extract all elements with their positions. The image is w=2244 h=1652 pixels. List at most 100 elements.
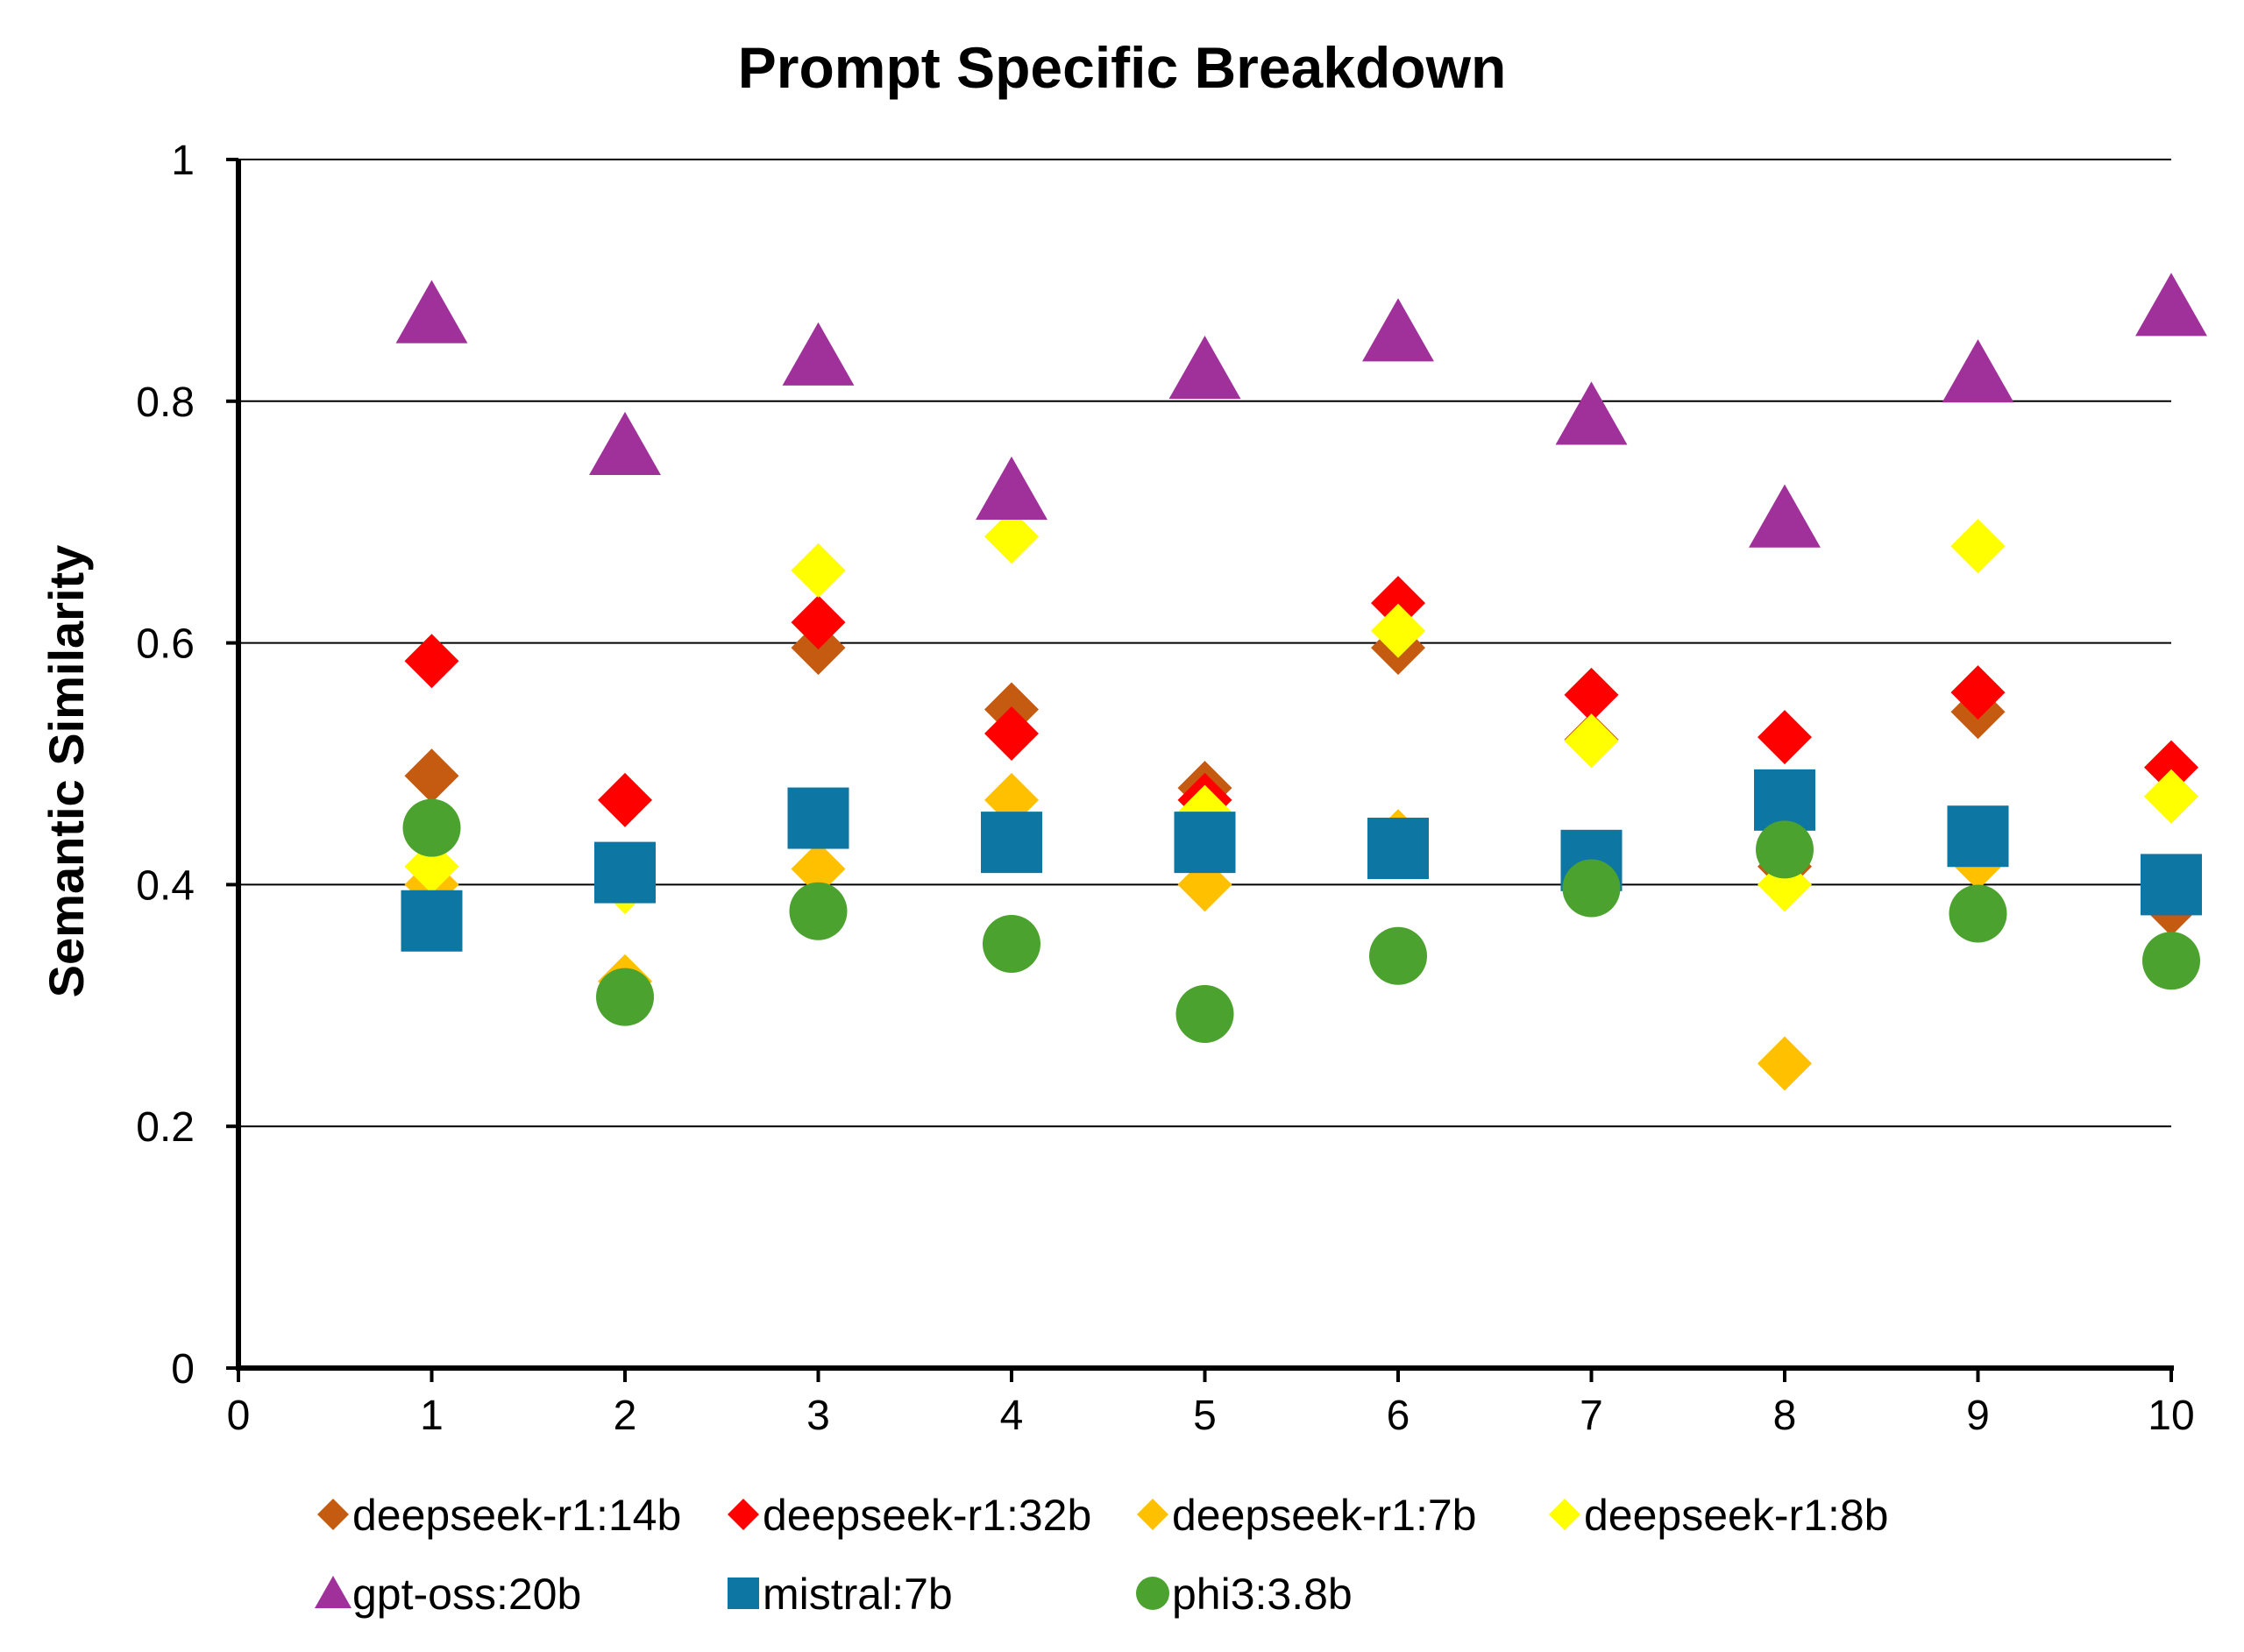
legend-item: deepseek-r1:7b [1137,1491,1476,1540]
x-tick-label: 2 [614,1393,637,1439]
legend-label: deepseek-r1:32b [763,1491,1091,1540]
data-points [395,273,2207,1091]
data-point [1758,710,1812,765]
data-point [1754,769,1815,831]
gridlines [238,159,2171,1128]
x-tick-label: 6 [1387,1393,1410,1439]
series-gpt-oss-20b [395,273,2207,548]
y-tick-label: 0.6 [136,621,195,668]
legend: deepseek-r1:14b deepseek-r1:32b deepseek-r… [315,1491,1888,1619]
data-point [598,772,652,827]
data-point [1371,576,1425,631]
legend-item: mistral:7b [728,1570,953,1619]
data-point [782,322,855,386]
data-point [1950,519,2006,574]
data-point [1564,713,1619,769]
data-point [976,456,1047,520]
x-tick-label: 9 [1966,1393,1990,1439]
legend-item: deepseek-r1:8b [1549,1491,1888,1540]
legend-marker [1137,1499,1168,1530]
x-tick-label: 8 [1773,1393,1797,1439]
data-point [1555,381,1628,445]
data-point [404,634,459,689]
legend-label: gpt-oss:20b [352,1570,581,1619]
data-point [1942,339,2014,403]
legend-label: mistral:7b [763,1570,953,1619]
series-deepseek-r1-8b [404,509,2198,915]
y-tick-label: 0.2 [136,1104,195,1151]
data-point [395,280,468,344]
y-tick-label: 0.4 [136,862,195,909]
data-point [984,509,1039,564]
x-tick-label: 1 [420,1393,444,1439]
x-tick-label: 5 [1193,1393,1217,1439]
data-point [1367,818,1429,880]
x-tick-label: 7 [1580,1393,1603,1439]
legend-label: phi3:3.8b [1172,1570,1353,1619]
data-point [1947,805,2009,868]
data-point [789,882,848,940]
data-point [402,798,461,857]
data-point [2142,932,2200,990]
x-tick-labels: 0 1 2 3 4 5 6 7 8 9 10 [227,1368,2195,1439]
data-point [401,890,463,952]
x-tick-label: 0 [227,1393,251,1439]
data-point [787,787,849,849]
data-point [791,595,846,650]
data-point [404,748,459,804]
data-point [791,542,846,598]
data-point [1749,484,1821,548]
data-point [1562,859,1621,918]
series-mistral-7b [401,769,2202,952]
data-point [1949,884,2007,943]
data-point [981,812,1042,874]
data-point [1174,812,1236,874]
legend-item: phi3:3.8b [1136,1570,1353,1619]
legend-marker [728,1499,759,1530]
data-point [1168,335,1241,400]
data-point [1362,298,1434,362]
y-tick-label: 0.8 [136,379,195,426]
data-point [589,411,661,475]
legend-marker [1136,1577,1169,1610]
data-point [1756,820,1814,879]
data-point [2144,740,2198,795]
series-phi3-3-8b [402,798,2200,1043]
data-point [2141,854,2202,916]
y-axis-title: Semantic Similarity [39,545,94,998]
data-point [2144,769,2198,824]
legend-marker [728,1578,759,1609]
data-point [1950,665,2006,720]
y-tick-label: 0 [171,1346,195,1393]
legend-label: deepseek-r1:14b [352,1491,681,1540]
chart-title: Prompt Specific Breakdown [738,35,1507,100]
data-point [983,914,1040,973]
legend-marker [1549,1499,1580,1530]
x-tick-label: 4 [1000,1393,1024,1439]
x-tick-label: 10 [2148,1393,2194,1439]
legend-label: deepseek-r1:7b [1172,1491,1476,1540]
data-point [596,968,654,1026]
y-tick-labels: 0 0.2 0.4 0.6 0.8 1 [136,138,238,1393]
legend-item: gpt-oss:20b [315,1570,581,1619]
legend-label: deepseek-r1:8b [1584,1491,1888,1540]
legend-marker [315,1576,352,1608]
data-point [1371,603,1425,658]
series-deepseek-r1-14b [404,620,2198,936]
data-point [2135,273,2207,337]
data-point [594,841,656,904]
y-tick-label: 1 [171,138,195,184]
series-deepseek-r1-32b [404,576,2198,827]
x-tick-label: 3 [806,1393,830,1439]
legend-marker [317,1499,349,1530]
legend-item: deepseek-r1:14b [317,1491,681,1540]
data-point [791,841,846,897]
data-point [1369,926,1427,985]
legend-item: deepseek-r1:32b [728,1491,1091,1540]
data-point [1758,1036,1812,1091]
data-point [1564,667,1619,722]
data-point [1175,984,1234,1043]
data-point [984,706,1039,762]
